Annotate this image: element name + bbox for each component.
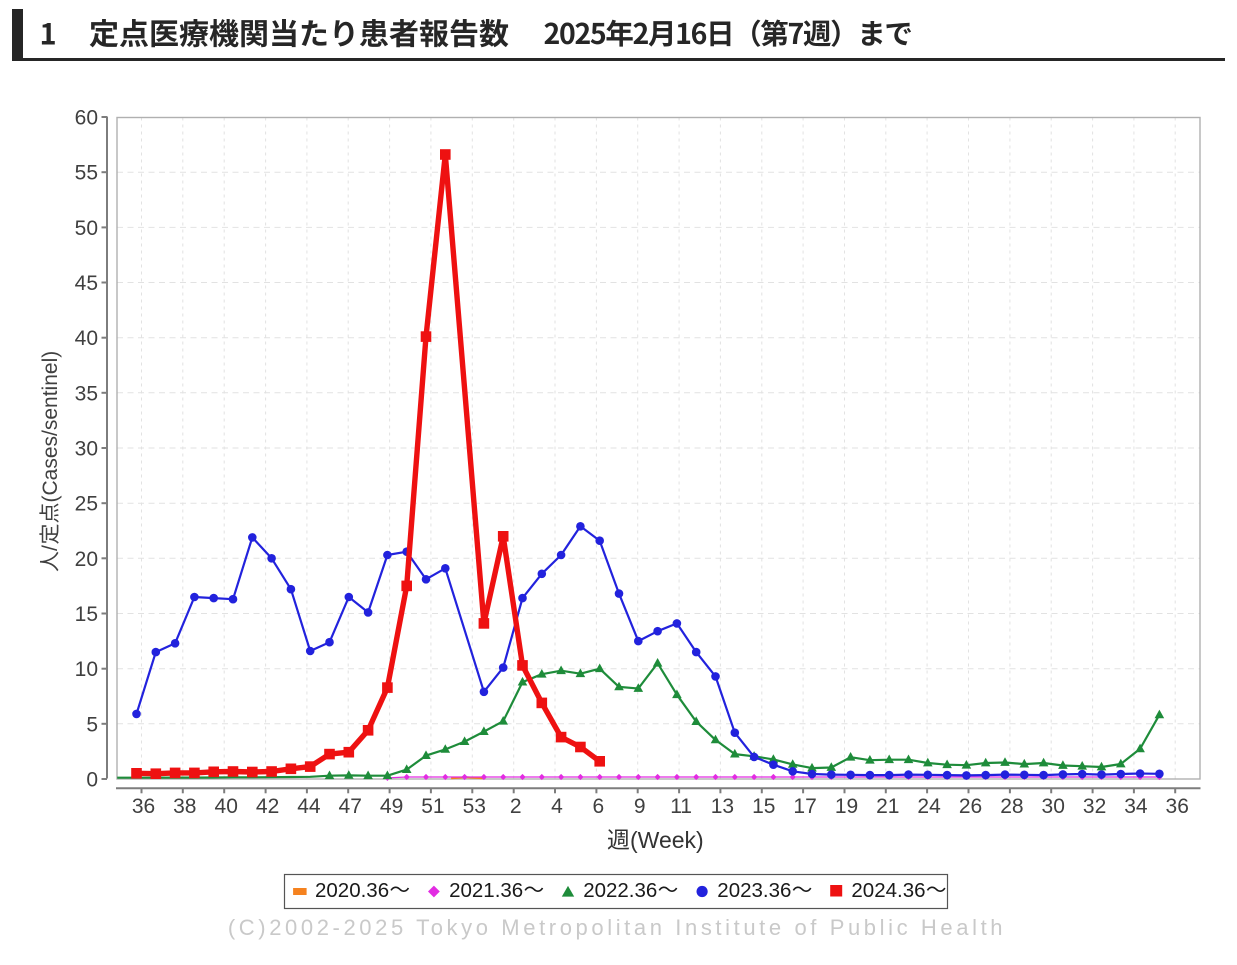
svg-text:34: 34 [1124, 795, 1148, 818]
svg-text:53: 53 [463, 795, 486, 818]
svg-text:21: 21 [876, 795, 899, 818]
svg-text:15: 15 [75, 603, 98, 626]
svg-text:40: 40 [75, 327, 98, 350]
svg-text:0: 0 [86, 769, 98, 792]
svg-text:2023.36: 2023.36 [717, 879, 791, 902]
svg-text:35: 35 [75, 382, 98, 405]
svg-text:49: 49 [380, 795, 403, 818]
svg-text:40: 40 [215, 795, 238, 818]
svg-text:2021.36: 2021.36 [449, 879, 523, 902]
svg-text:13: 13 [711, 795, 734, 818]
svg-text:(C)2002-2025 Tokyo Metropolita: (C)2002-2025 Tokyo Metropolitan Institut… [228, 915, 1006, 940]
svg-text:20: 20 [75, 548, 98, 571]
svg-text:6: 6 [593, 795, 605, 818]
svg-text:5: 5 [86, 713, 98, 736]
svg-text:(Cases/sentinel): (Cases/sentinel) [39, 351, 62, 503]
svg-text:2024.36: 2024.36 [851, 879, 925, 902]
svg-text:9: 9 [634, 795, 646, 818]
svg-text:32: 32 [1083, 795, 1106, 818]
svg-text:(Week): (Week) [630, 827, 704, 853]
svg-text:28: 28 [1000, 795, 1023, 818]
svg-text:45: 45 [75, 272, 98, 295]
svg-text:55: 55 [75, 162, 98, 185]
svg-text:60: 60 [75, 107, 98, 130]
svg-text:30: 30 [1042, 795, 1065, 818]
svg-text:51: 51 [421, 795, 444, 818]
svg-text:19: 19 [835, 795, 858, 818]
svg-text:2022.36: 2022.36 [583, 879, 657, 902]
svg-text:26: 26 [959, 795, 982, 818]
svg-text:42: 42 [256, 795, 279, 818]
svg-text:2020.36: 2020.36 [315, 879, 389, 902]
svg-text:25: 25 [75, 493, 98, 516]
svg-text:47: 47 [339, 795, 362, 818]
svg-text:2: 2 [510, 795, 522, 818]
svg-text:15: 15 [752, 795, 775, 818]
svg-text:11: 11 [670, 795, 692, 818]
svg-text:44: 44 [297, 795, 321, 818]
svg-text:/: / [39, 545, 62, 551]
svg-text:36: 36 [132, 795, 155, 818]
svg-text:38: 38 [173, 795, 196, 818]
svg-text:50: 50 [75, 217, 98, 240]
svg-text:17: 17 [793, 795, 816, 818]
svg-text:4: 4 [551, 795, 563, 818]
svg-text:24: 24 [917, 795, 941, 818]
svg-text:30: 30 [75, 438, 98, 461]
svg-text:10: 10 [75, 658, 98, 681]
svg-text:36: 36 [1166, 795, 1189, 818]
